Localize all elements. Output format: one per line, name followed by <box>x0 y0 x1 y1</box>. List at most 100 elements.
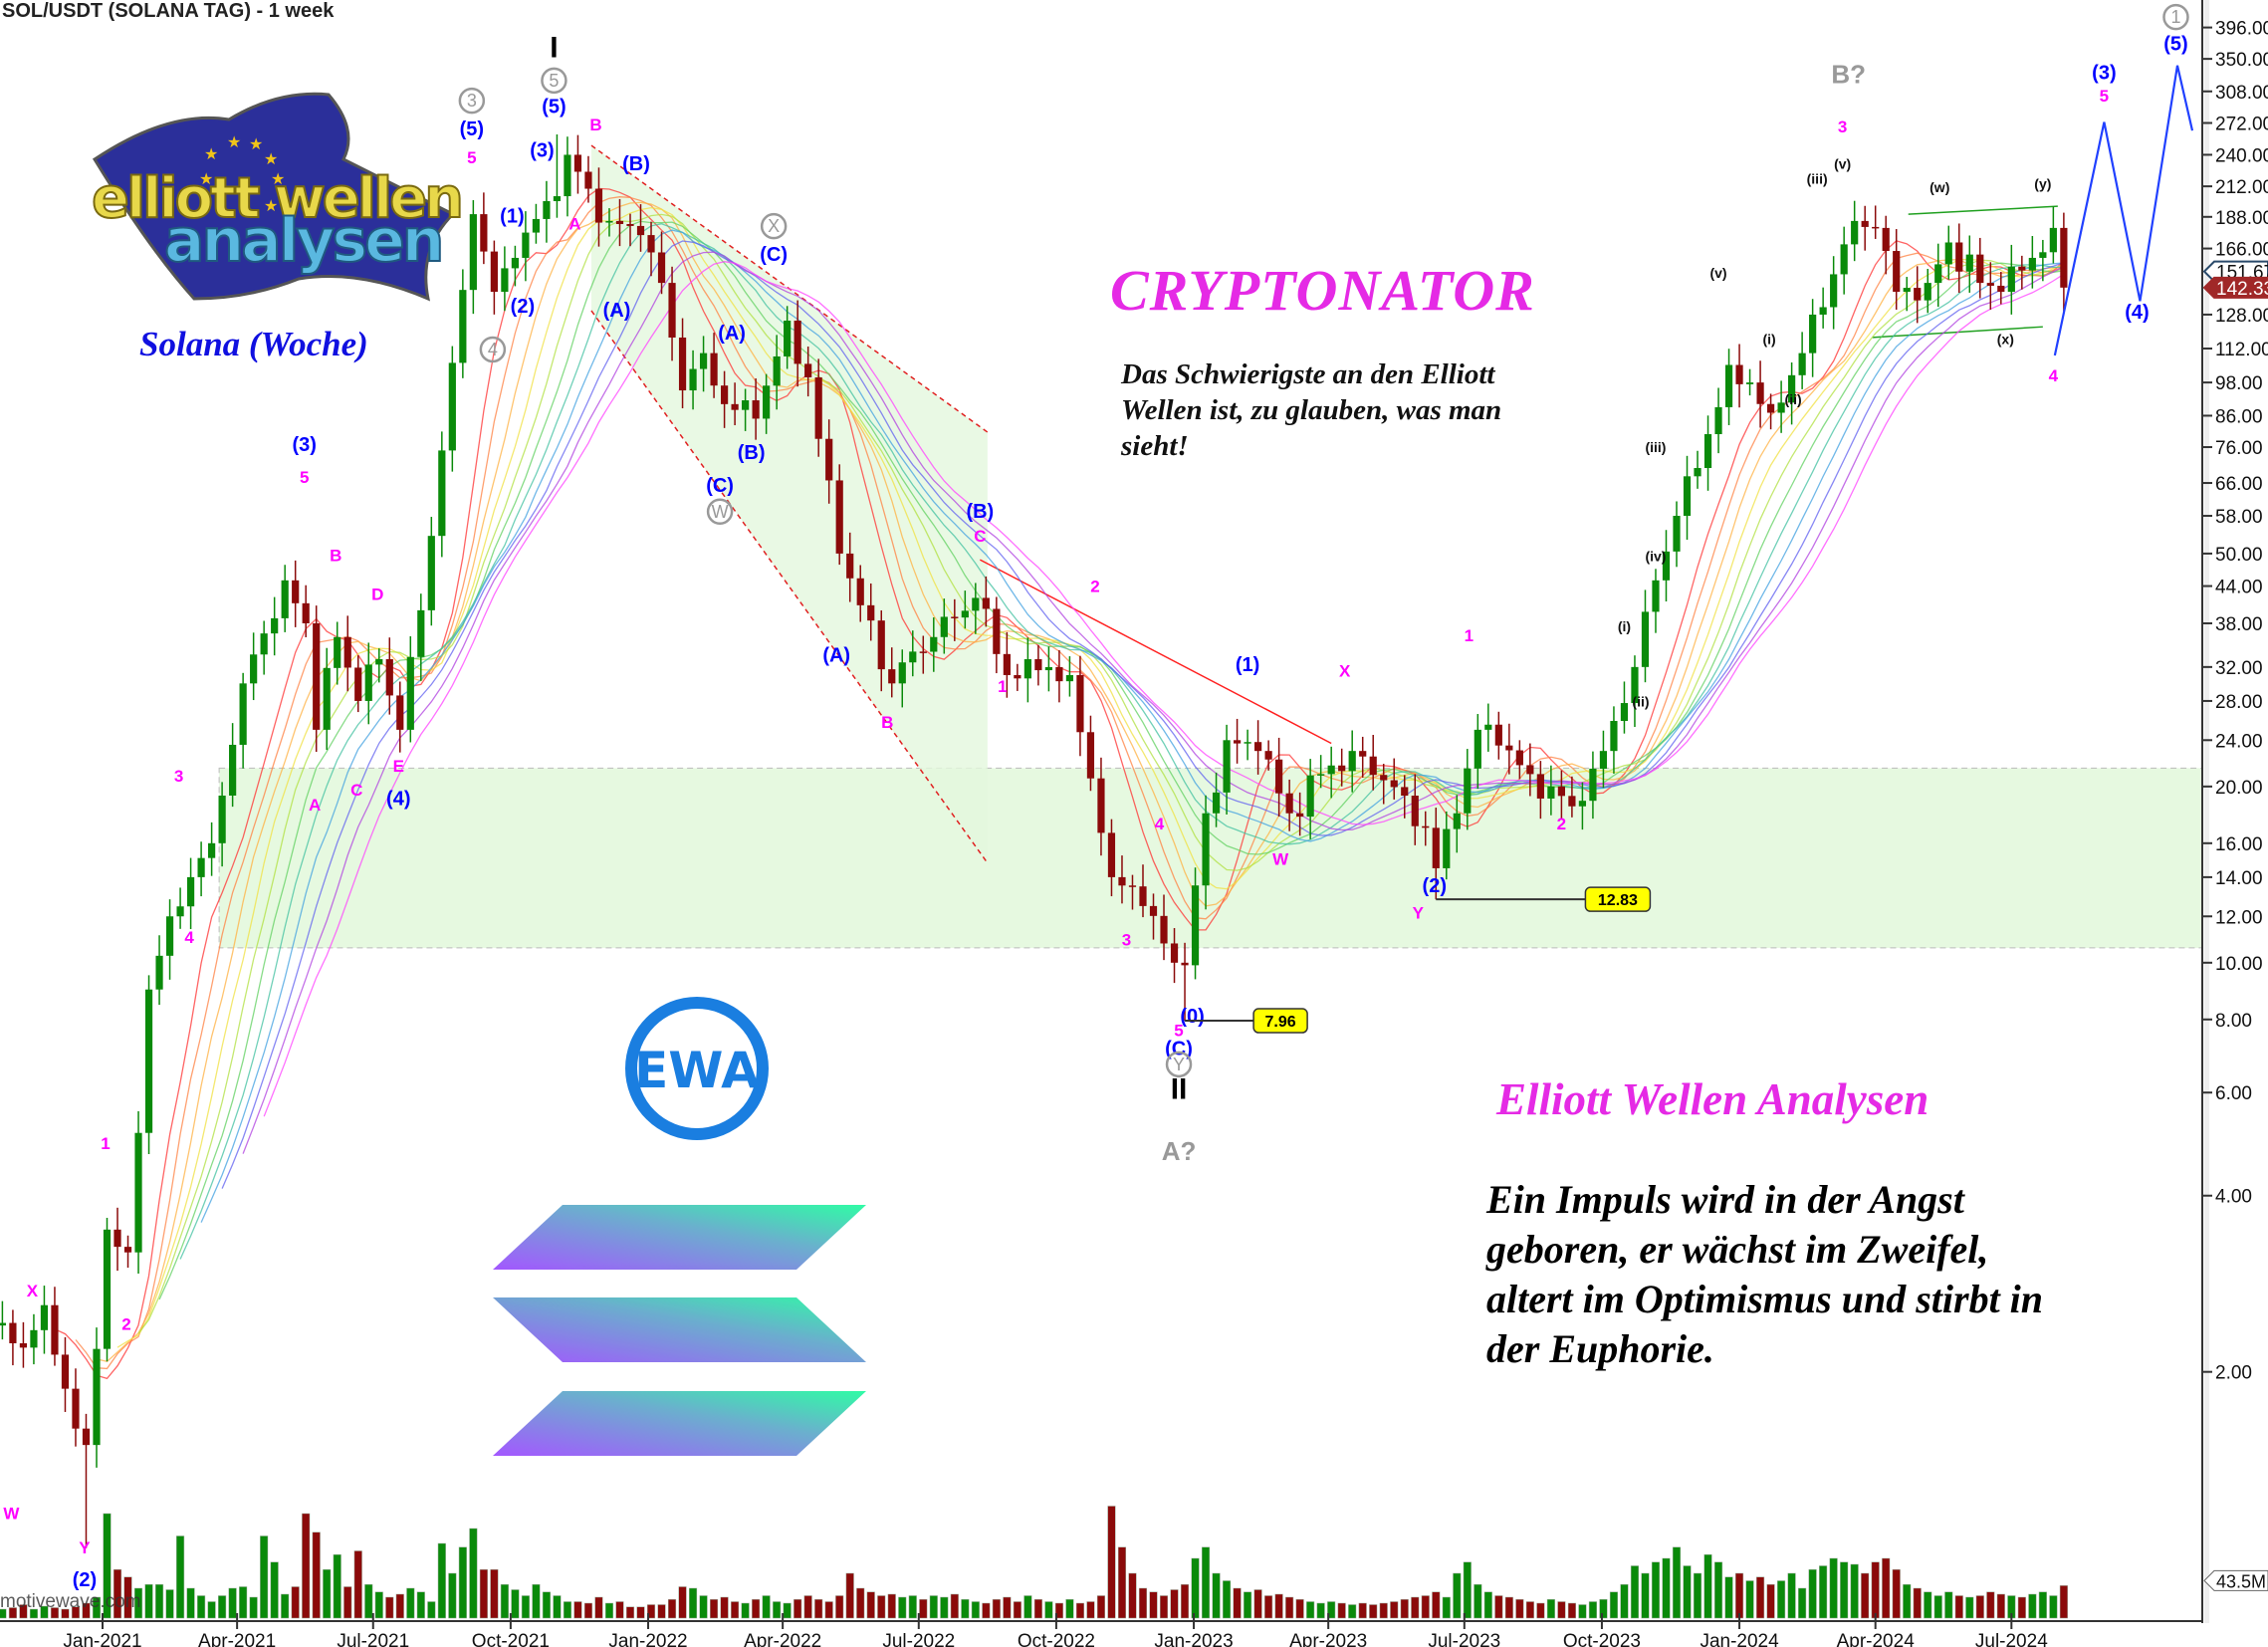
candle-body <box>584 171 592 189</box>
volume-bar <box>1149 1591 1158 1619</box>
candle-body <box>469 214 477 291</box>
candle-body <box>1003 653 1011 675</box>
candle-body <box>1914 288 1922 301</box>
candle-body <box>1536 774 1544 799</box>
wave-label: (w) <box>1929 179 1949 195</box>
volume-bar <box>594 1596 603 1619</box>
candle-body <box>814 376 822 439</box>
candle-body <box>543 200 551 219</box>
volume-bar <box>1295 1599 1304 1619</box>
wave-label: 3 <box>467 91 477 111</box>
volume-bar <box>1599 1599 1608 1619</box>
candle-body <box>993 608 1001 654</box>
volume-bar <box>448 1572 457 1619</box>
candle-body <box>1683 476 1692 517</box>
volume-bar <box>1588 1601 1597 1619</box>
volume-bar <box>1223 1580 1232 1619</box>
volume-bar <box>1274 1593 1283 1619</box>
svg-text:★: ★ <box>271 171 285 188</box>
y-tick-label: 350.00 <box>2215 50 2268 71</box>
x-tick-label: Jul-2021 <box>337 1631 409 1647</box>
candle-body <box>0 1322 7 1326</box>
volume-bar <box>1641 1572 1650 1619</box>
y-tick-label: 98.00 <box>2215 373 2263 394</box>
support-zone-rect <box>218 767 2203 949</box>
volume-bar <box>1913 1587 1922 1619</box>
candle-body <box>678 337 687 391</box>
volume-bar <box>898 1596 907 1619</box>
volume-bar <box>1662 1557 1671 1619</box>
candle-body <box>1181 962 1189 966</box>
candle-body <box>1223 740 1231 793</box>
candle-body <box>1568 796 1576 807</box>
y-tick-label: 38.00 <box>2215 614 2263 635</box>
candle-body <box>1547 786 1555 799</box>
candle-body <box>30 1329 38 1348</box>
x-tick-label: Jan-2023 <box>1154 1631 1233 1647</box>
volume-bar <box>207 1601 216 1619</box>
wave-label: (B) <box>738 442 766 464</box>
wave-label: 1 <box>998 677 1007 696</box>
level-value: 12.83 <box>1598 892 1638 909</box>
x-tick-label: Jan-2021 <box>63 1631 141 1647</box>
y-tick-label: 188.00 <box>2215 208 2268 229</box>
candle-body <box>1118 876 1126 886</box>
volume-bar <box>563 1601 571 1619</box>
volume-bar <box>1358 1602 1367 1619</box>
volume-bar <box>1453 1572 1462 1619</box>
volume-bar <box>92 1596 102 1619</box>
volume-bar <box>1693 1572 1702 1619</box>
y-tick-label: 240.00 <box>2215 145 2268 166</box>
volume-bar <box>239 1586 248 1619</box>
volume-bar <box>1316 1602 1325 1619</box>
quote-long: Ein Impuls wird in der Angst geboren, er… <box>1486 1177 2044 1371</box>
wave-label-circle <box>479 336 507 363</box>
y-tick-label: 24.00 <box>2215 731 2263 752</box>
x-tick-label: Oct-2023 <box>1563 1631 1641 1647</box>
volume-bar <box>1233 1587 1242 1619</box>
candle-body <box>1714 406 1722 434</box>
candle-body <box>271 617 279 634</box>
candle-body <box>134 1132 142 1253</box>
candle-body <box>354 667 362 701</box>
volume-bar <box>1735 1572 1744 1619</box>
candle-body <box>406 656 414 730</box>
volume-bar <box>1525 1601 1534 1619</box>
ribbon-line <box>158 220 2064 1300</box>
volume-bar <box>929 1595 938 1619</box>
wave-label: (B) <box>966 501 994 523</box>
volume-bar <box>1944 1591 1953 1619</box>
wave-label: (1) <box>500 205 524 227</box>
candle-body <box>888 669 896 684</box>
ewa-logo-text: EWA <box>634 1042 760 1099</box>
volume-bar <box>1128 1572 1137 1619</box>
candle-body <box>532 218 541 233</box>
candle-body <box>176 906 184 917</box>
wave-label-circle <box>706 498 734 526</box>
candle-body <box>898 662 906 684</box>
candle-body <box>1076 674 1084 733</box>
y-tick-label: 86.00 <box>2215 406 2263 427</box>
candle-body <box>846 553 854 579</box>
volume-bar <box>1861 1572 1870 1619</box>
volume-bar <box>1567 1602 1576 1619</box>
wave-label: B <box>330 547 341 566</box>
ribbon-line <box>242 251 2065 1154</box>
volume-bar <box>1494 1595 1503 1619</box>
wave-labels: WXY(2)1234(3)5ABCDE(4)3(5)54(1)(2)(3)I5(… <box>3 3 2189 1591</box>
volume-bar <box>1504 1596 1513 1619</box>
y-tick-label: 308.00 <box>2215 83 2268 104</box>
x-tick-label: Jul-2022 <box>882 1631 955 1647</box>
volume-bar <box>1390 1601 1399 1619</box>
price-axis[interactable]: 396.00 350.00 308.00 272.00 240.00 212.00 188.… <box>2201 0 2268 1623</box>
candle-body <box>1348 751 1356 772</box>
wave-label: A <box>568 214 580 233</box>
candle-body <box>1997 285 2005 293</box>
candle-body <box>1694 468 1701 477</box>
candle-body <box>1777 402 1785 413</box>
volume-bar <box>1840 1561 1849 1619</box>
candle-body <box>1505 745 1513 751</box>
time-axis[interactable]: Jan-2021 Apr-2021 Jul-2021 Oct-2021 Jan-2022… <box>0 1613 2202 1647</box>
brand-cryptonator: CRYPTONATOR <box>1110 258 1535 323</box>
candle-body <box>710 353 718 386</box>
